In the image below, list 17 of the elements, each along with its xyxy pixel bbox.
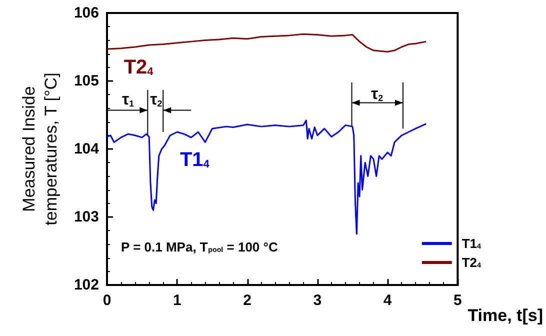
y-tick-label: 103 [74, 208, 99, 226]
x-tick-label: 2 [243, 292, 252, 309]
x-tick-label: 0 [102, 292, 112, 309]
line-series [106, 120, 427, 235]
y-tick-label: 104 [74, 140, 100, 158]
x-tick-label: 4 [383, 292, 392, 309]
annotation: T14 [180, 148, 210, 171]
x-axis-title: Time, t[s] [468, 306, 543, 325]
annotation: T24 [124, 56, 154, 78]
line-series [106, 33, 427, 53]
x-tick-label: 1 [172, 292, 182, 309]
y-tick-label: 105 [74, 72, 99, 90]
x-tick-label: 3 [313, 292, 322, 309]
y-tick-label: 102 [74, 276, 99, 294]
y-axis-title: Measured Inside temperatures, T [°C] [20, 72, 60, 226]
x-tick-label: 5 [454, 292, 462, 309]
y-tick-label: 106 [74, 4, 99, 22]
